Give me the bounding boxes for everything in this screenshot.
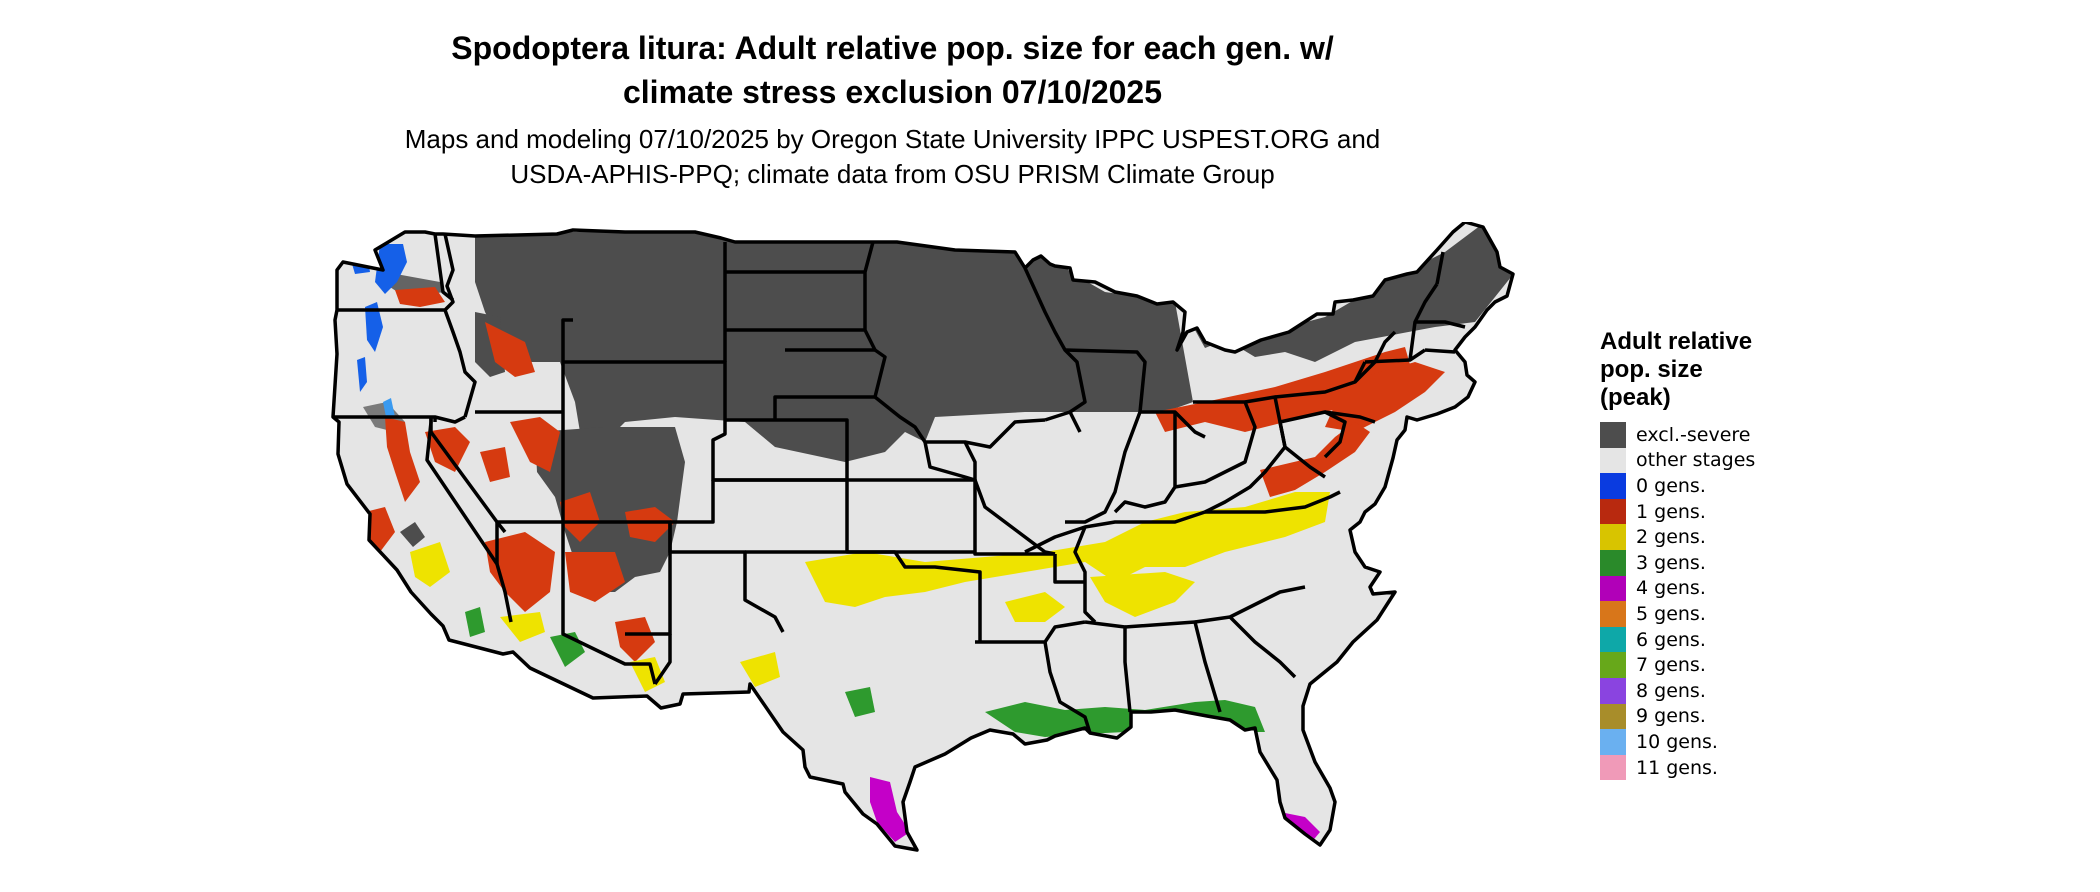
legend-swatch [1600,652,1626,678]
legend-item: 0 gens. [1600,473,1820,499]
us-outline [331,222,1515,852]
legend-label: 0 gens. [1636,474,1706,497]
legend-label: 8 gens. [1636,679,1706,702]
legend-label: 9 gens. [1636,705,1706,728]
legend-label: excl.-severe [1636,423,1751,446]
legend-swatch [1600,549,1626,576]
map-title: Spodoptera litura: Adult relative pop. s… [0,26,1785,114]
legend-label: 3 gens. [1636,551,1706,574]
legend-label: 6 gens. [1636,628,1706,651]
legend-item: 3 gens. [1600,549,1820,576]
gen2-regions [410,492,1330,692]
legend-item: 6 gens. [1600,626,1820,653]
map-subtitle: Maps and modeling 07/10/2025 by Oregon S… [0,122,1785,192]
legend-label: 1 gens. [1636,500,1706,523]
title-line-2: climate stress exclusion 07/10/2025 [622,74,1162,110]
legend-item: 10 gens. [1600,729,1820,755]
legend-swatch [1600,626,1626,653]
legend-swatch [1600,473,1626,499]
legend: Adult relative pop. size (peak) excl.-se… [1600,328,1820,781]
legend-item: excl.-severe [1600,422,1820,448]
legend-swatch [1600,601,1626,627]
legend-swatch [1600,754,1626,781]
subtitle-line-2: USDA-APHIS-PPQ; climate data from OSU PR… [510,159,1275,189]
legend-label: 11 gens. [1636,756,1718,779]
legend-item: 4 gens. [1600,575,1820,602]
legend-label: 4 gens. [1636,577,1706,600]
legend-rows: excl.-severe other stages 0 gens. 1 gens. 2 … [1600,422,1820,781]
legend-swatch [1600,729,1626,755]
legend-label: 7 gens. [1636,654,1706,677]
legend-title: Adult relative pop. size (peak) [1600,328,1820,412]
legend-swatch [1600,447,1626,474]
legend-swatch [1600,524,1626,550]
legend-title-line-2: pop. size [1600,356,1703,383]
legend-label: 2 gens. [1636,526,1706,549]
legend-label: 10 gens. [1636,730,1718,753]
legend-item: 7 gens. [1600,652,1820,678]
legend-swatch [1600,677,1626,704]
legend-item: 11 gens. [1600,754,1820,781]
gen1-regions [365,287,1445,662]
legend-title-line-1: Adult relative [1600,328,1753,355]
title-line-1: Spodoptera litura: Adult relative pop. s… [451,30,1334,66]
legend-label: 5 gens. [1636,602,1706,625]
legend-item: 2 gens. [1600,524,1820,550]
legend-item: 8 gens. [1600,677,1820,704]
legend-swatch [1600,575,1626,602]
us-map [331,222,1515,852]
legend-item: 1 gens. [1600,498,1820,525]
legend-swatch [1600,703,1626,730]
subtitle-line-1: Maps and modeling 07/10/2025 by Oregon S… [404,124,1381,154]
legend-swatch [1600,498,1626,525]
legend-item: other stages [1600,447,1820,474]
legend-label: other stages [1636,449,1756,472]
legend-title-line-3: (peak) [1600,384,1671,411]
legend-item: 9 gens. [1600,703,1820,730]
state-borders [331,222,1515,852]
legend-item: 5 gens. [1600,601,1820,627]
legend-swatch [1600,422,1626,448]
gen4-regions [870,777,1320,844]
